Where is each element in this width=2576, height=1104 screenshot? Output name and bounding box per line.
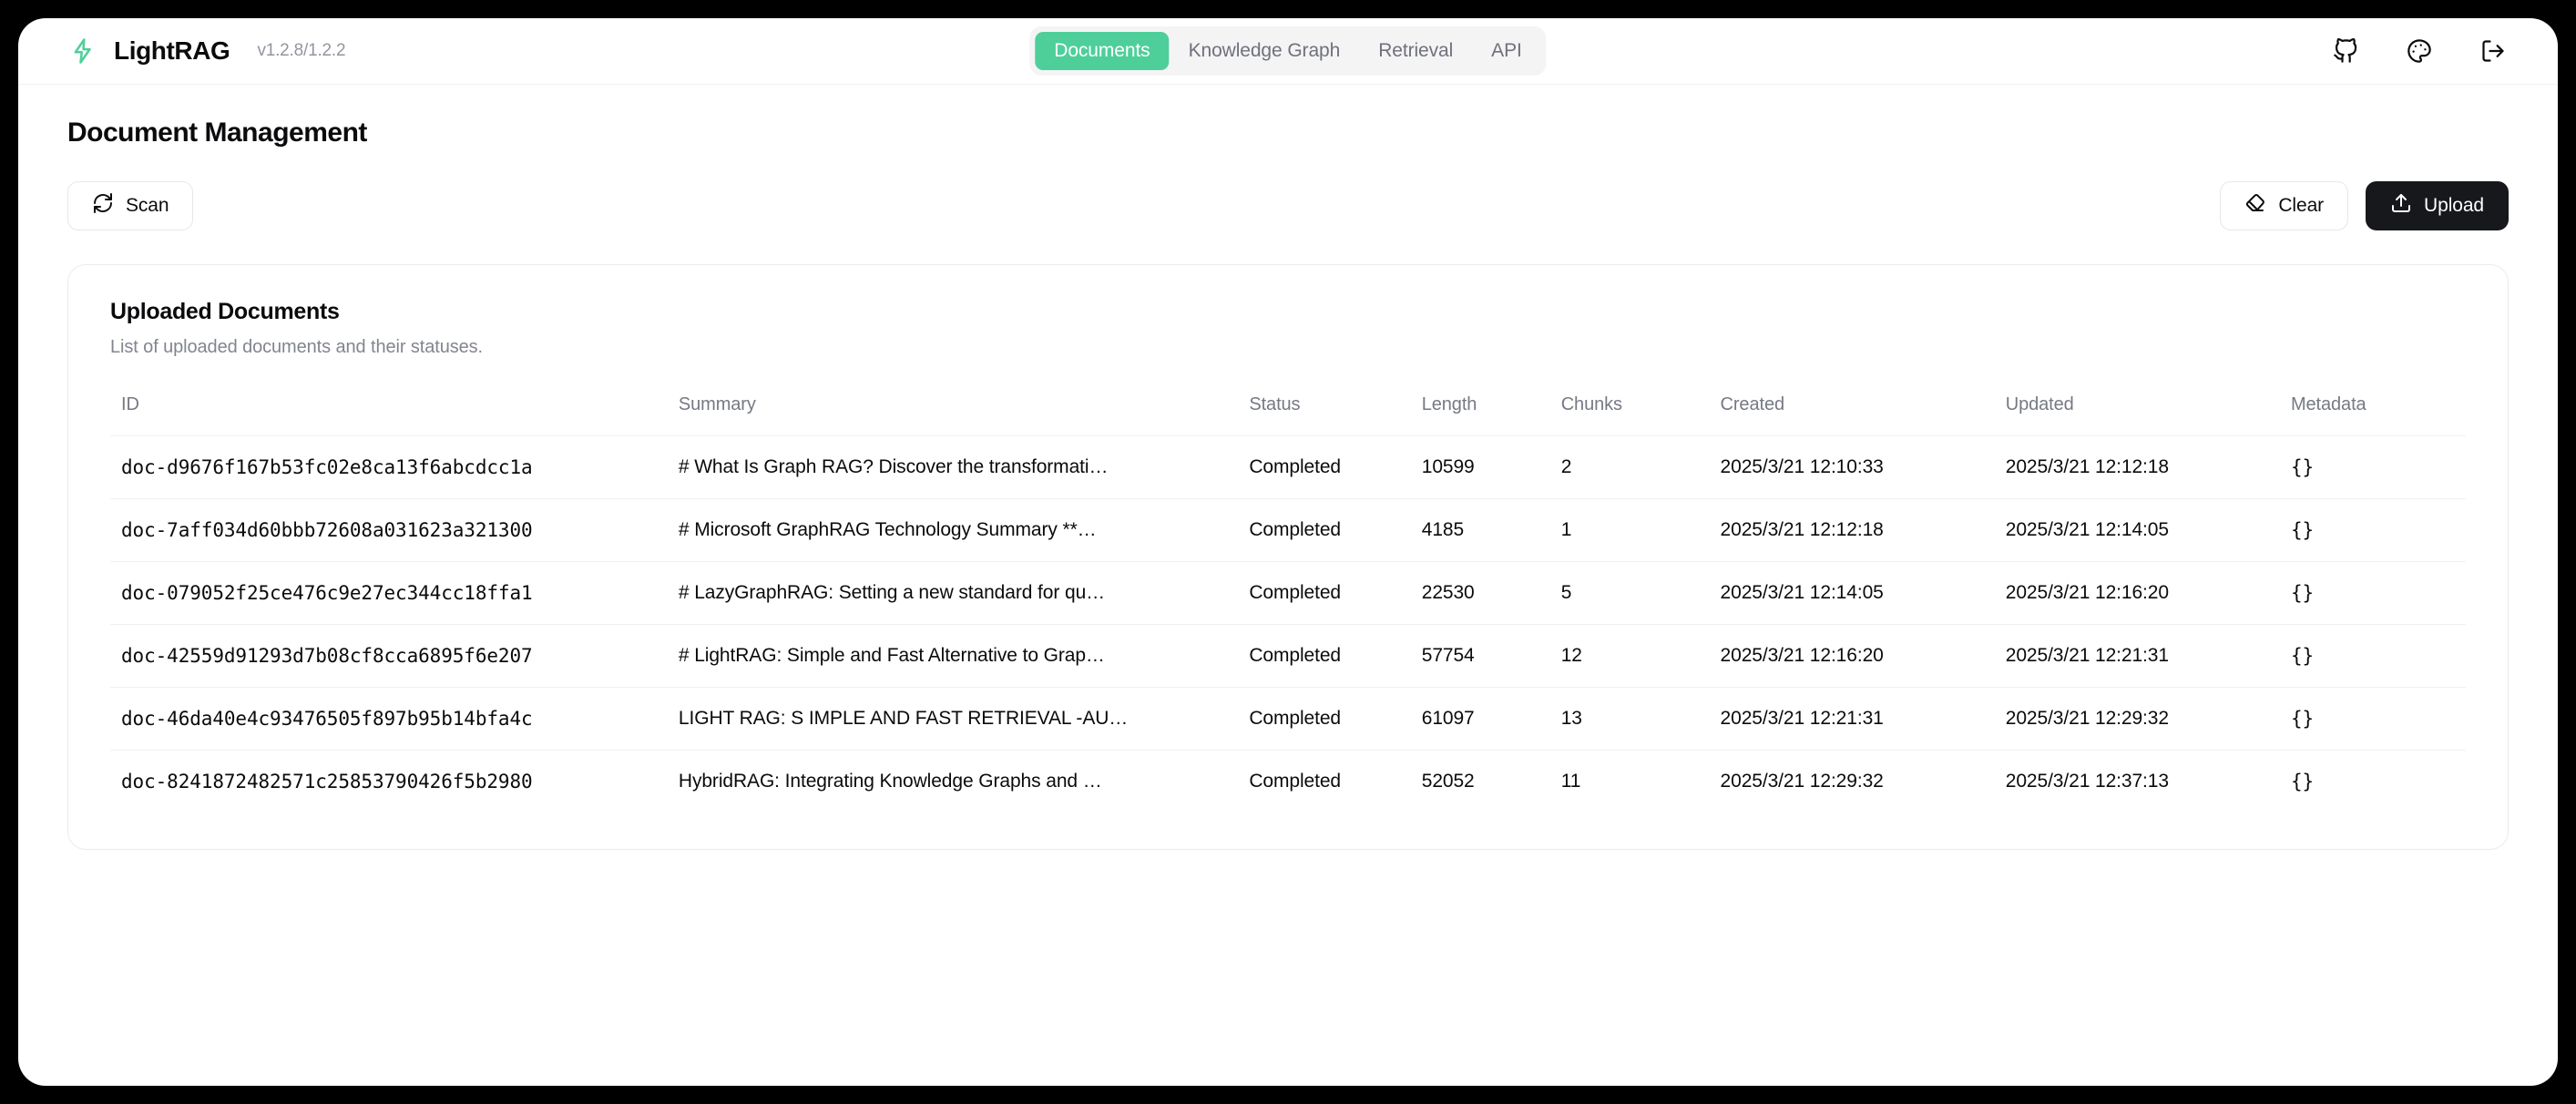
upload-button-label: Upload <box>2424 195 2484 216</box>
table-body: doc-d9676f167b53fc02e8ca13f6abcdcc1a # Wh… <box>110 435 2466 813</box>
cell-updated: 2025/3/21 12:12:18 <box>1994 435 2280 499</box>
toolbar: Scan Clear <box>67 181 2509 230</box>
cell-created: 2025/3/21 12:21:31 <box>1709 687 1995 751</box>
cell-updated: 2025/3/21 12:21:31 <box>1994 624 2280 688</box>
cell-id: doc-8241872482571c25853790426f5b2980 <box>110 750 668 813</box>
cell-status: Completed <box>1238 435 1411 499</box>
column-header-chunks[interactable]: Chunks <box>1560 394 1622 414</box>
cell-id: doc-d9676f167b53fc02e8ca13f6abcdcc1a <box>110 435 668 499</box>
card-title: Uploaded Documents <box>110 299 340 324</box>
cell-id: doc-7aff034d60bbb72608a031623a321300 <box>110 498 668 562</box>
cell-created: 2025/3/21 12:14:05 <box>1709 561 1995 625</box>
table-row[interactable]: doc-46da40e4c93476505f897b95b14bfa4c LIGH… <box>110 687 2466 751</box>
column-header-updated[interactable]: Updated <box>2005 394 2074 414</box>
tab-api[interactable]: API <box>1491 40 1522 61</box>
cell-length: 10599 <box>1410 435 1550 499</box>
version-label: v1.2.8/1.2.2 <box>257 41 346 60</box>
tab-knowledge-graph[interactable]: Knowledge Graph <box>1188 40 1341 61</box>
table-row[interactable]: doc-7aff034d60bbb72608a031623a321300 # Mi… <box>110 498 2466 562</box>
app-window: LightRAG v1.2.8/1.2.2 Documents Knowledg… <box>18 18 2558 1086</box>
cell-metadata: {} <box>2279 498 2466 562</box>
cell-metadata: {} <box>2279 750 2466 813</box>
lightning-bolt-icon <box>67 36 98 66</box>
cell-length: 61097 <box>1410 687 1550 751</box>
cell-metadata: {} <box>2279 561 2466 625</box>
tab-documents[interactable]: Documents <box>1035 32 1170 70</box>
table-row[interactable]: doc-d9676f167b53fc02e8ca13f6abcdcc1a # Wh… <box>110 435 2466 499</box>
cell-length: 57754 <box>1410 624 1550 688</box>
scan-button-label: Scan <box>126 195 169 216</box>
table-row[interactable]: doc-42559d91293d7b08cf8cca6895f6e207 # Li… <box>110 624 2466 688</box>
cell-chunks: 5 <box>1549 561 1710 625</box>
cell-id: doc-46da40e4c93476505f897b95b14bfa4c <box>110 687 668 751</box>
top-bar-actions <box>2330 36 2509 66</box>
logout-icon[interactable] <box>2478 36 2509 66</box>
tab-retrieval[interactable]: Retrieval <box>1378 40 1454 61</box>
page-title: Document Management <box>67 118 367 148</box>
toolbar-right: Clear Upload <box>2220 181 2509 230</box>
cell-updated: 2025/3/21 12:14:05 <box>1994 498 2280 562</box>
cell-chunks: 2 <box>1549 435 1710 499</box>
cell-id: doc-42559d91293d7b08cf8cca6895f6e207 <box>110 624 668 688</box>
column-header-created[interactable]: Created <box>1720 394 1785 414</box>
column-header-id[interactable]: ID <box>121 394 139 414</box>
cell-status: Completed <box>1238 498 1411 562</box>
cell-summary: # What Is Graph RAG? Discover the transf… <box>667 435 1239 499</box>
column-header-length[interactable]: Length <box>1421 394 1477 414</box>
cell-metadata: {} <box>2279 687 2466 751</box>
brand-name: LightRAG <box>114 36 230 65</box>
github-icon[interactable] <box>2330 36 2361 66</box>
table-row[interactable]: doc-8241872482571c25853790426f5b2980 Hybr… <box>110 750 2466 813</box>
cell-length: 4185 <box>1410 498 1550 562</box>
cell-metadata: {} <box>2279 435 2466 499</box>
cell-summary: LIGHT RAG: S IMPLE AND FAST RETRIEVAL -A… <box>667 687 1239 751</box>
palette-icon[interactable] <box>2404 36 2435 66</box>
documents-table: ID Summary Status Length Chunks Created … <box>110 394 2466 813</box>
cell-updated: 2025/3/21 12:37:13 <box>1994 750 2280 813</box>
upload-button[interactable]: Upload <box>2366 181 2509 230</box>
cell-summary: HybridRAG: Integrating Knowledge Graphs … <box>667 750 1239 813</box>
cell-status: Completed <box>1238 687 1411 751</box>
cell-length: 22530 <box>1410 561 1550 625</box>
refresh-icon <box>92 192 114 220</box>
uploaded-documents-card: Uploaded Documents List of uploaded docu… <box>67 264 2509 850</box>
clear-button-label: Clear <box>2278 195 2325 216</box>
cell-chunks: 13 <box>1549 687 1710 751</box>
top-bar: LightRAG v1.2.8/1.2.2 Documents Knowledg… <box>18 18 2558 85</box>
cell-status: Completed <box>1238 561 1411 625</box>
main-nav: Documents Knowledge Graph Retrieval API <box>1029 26 1547 76</box>
cell-metadata: {} <box>2279 624 2466 688</box>
card-subtitle: List of uploaded documents and their sta… <box>110 337 483 357</box>
cell-created: 2025/3/21 12:29:32 <box>1709 750 1995 813</box>
cell-summary: # LazyGraphRAG: Setting a new standard f… <box>667 561 1239 625</box>
brand[interactable]: LightRAG v1.2.8/1.2.2 <box>67 36 346 66</box>
column-header-status[interactable]: Status <box>1249 394 1301 414</box>
cell-created: 2025/3/21 12:10:33 <box>1709 435 1995 499</box>
cell-summary: # LightRAG: Simple and Fast Alternative … <box>667 624 1239 688</box>
cell-created: 2025/3/21 12:16:20 <box>1709 624 1995 688</box>
table-row[interactable]: doc-079052f25ce476c9e27ec344cc18ffa1 # La… <box>110 561 2466 625</box>
upload-icon <box>2390 192 2412 220</box>
cell-updated: 2025/3/21 12:29:32 <box>1994 687 2280 751</box>
column-header-metadata[interactable]: Metadata <box>2290 394 2366 414</box>
page-body: Document Management Scan <box>18 85 2558 1086</box>
cell-chunks: 12 <box>1549 624 1710 688</box>
cell-chunks: 11 <box>1549 750 1710 813</box>
cell-chunks: 1 <box>1549 498 1710 562</box>
cell-updated: 2025/3/21 12:16:20 <box>1994 561 2280 625</box>
clear-button[interactable]: Clear <box>2220 181 2349 230</box>
column-header-summary[interactable]: Summary <box>678 394 756 414</box>
cell-status: Completed <box>1238 750 1411 813</box>
table-head: ID Summary Status Length Chunks Created … <box>110 394 2466 436</box>
cell-created: 2025/3/21 12:12:18 <box>1709 498 1995 562</box>
cell-id: doc-079052f25ce476c9e27ec344cc18ffa1 <box>110 561 668 625</box>
cell-status: Completed <box>1238 624 1411 688</box>
cell-summary: # Microsoft GraphRAG Technology Summary … <box>667 498 1239 562</box>
scan-button[interactable]: Scan <box>67 181 194 230</box>
cell-length: 52052 <box>1410 750 1550 813</box>
eraser-icon <box>2244 192 2266 220</box>
table-header-row: ID Summary Status Length Chunks Created … <box>110 394 2466 436</box>
